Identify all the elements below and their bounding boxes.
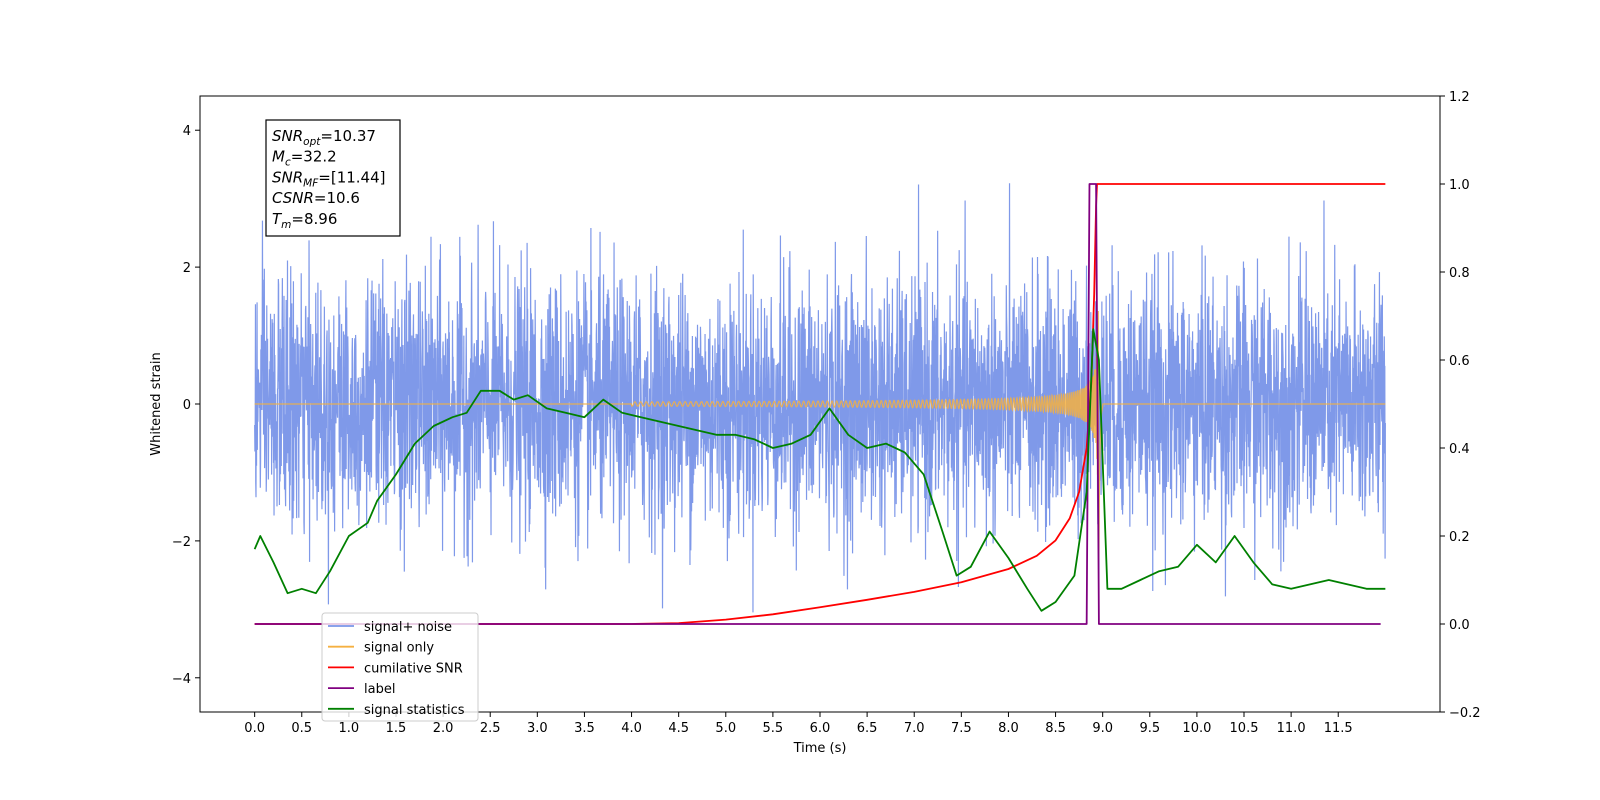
x-tick-label: 3.5 [574,721,595,736]
y-axis-left: −4 −2 0 2 4 [172,124,200,687]
x-tick-label: 8.5 [1045,721,1066,736]
x-tick-label: 11.0 [1277,721,1306,736]
x-tick-label: 9.0 [1092,721,1113,736]
y-tick-label: 4 [183,124,191,139]
annotation-line: CSNR=10.6 [272,189,360,207]
legend-label: signal statistics [364,703,465,718]
x-tick-label: 7.5 [951,721,972,736]
y2-tick-label: 0.0 [1449,618,1470,633]
x-tick-label: 6.5 [857,721,878,736]
annotation-line: SNRopt=10.37 [272,127,376,148]
y2-tick-label: 0.2 [1449,530,1470,545]
x-tick-label: 2.5 [480,721,501,736]
x-tick-label: 2.0 [433,721,454,736]
x-tick-label: 4.5 [668,721,689,736]
x-axis-label: Time (s) [793,741,847,756]
y-tick-label: 2 [183,261,191,276]
x-tick-label: 3.0 [527,721,548,736]
x-tick-label: 8.0 [998,721,1019,736]
series-label-line [254,183,1381,625]
x-tick-label: 10.0 [1182,721,1211,736]
x-tick-label: 5.0 [715,721,736,736]
x-tick-label: 4.0 [621,721,642,736]
series-cumulative-snr-line [254,183,1386,625]
x-tick-label: 6.0 [810,721,831,736]
series-signal-noise-line [254,183,1386,613]
x-axis: 0.0 0.5 1.0 1.5 2.0 2.5 3.0 3.5 4.0 4.5 5.0 5.5 6.0 6… [244,712,1353,736]
annotation-line: Tm=8.96 [272,210,337,231]
y-axis-right: −0.2 0.0 0.2 0.4 0.6 0.8 1.0 1.2 [1440,90,1481,721]
x-tick-label: 5.5 [763,721,784,736]
x-tick-label: 0.0 [244,721,265,736]
legend-label: cumilative SNR [364,661,463,676]
y2-tick-label: 0.4 [1449,442,1470,457]
series-layer [253,183,1386,625]
x-tick-label: 9.5 [1139,721,1160,736]
y2-tick-label: 1.0 [1449,178,1470,193]
annotation-line: Mc=32.2 [272,148,337,169]
annotation-line: SNRMF=[11.44] [272,168,386,189]
legend-label: signal only [364,641,434,656]
y2-tick-label: 0.8 [1449,266,1470,281]
x-tick-label: 1.0 [339,721,360,736]
legend-label: signal+ noise [364,620,452,635]
x-tick-label: 7.0 [904,721,925,736]
x-tick-label: 1.5 [386,721,407,736]
y2-tick-label: 0.6 [1449,354,1470,369]
x-tick-label: 10.5 [1230,721,1259,736]
y2-tick-label: 1.2 [1449,90,1470,105]
y-axis-label: Whitened strain [149,352,164,455]
x-tick-label: 0.5 [291,721,312,736]
legend: signal+ noise signal only cumilative SNR la… [321,612,479,722]
legend-frame [321,612,479,722]
series-signal-only-line [254,310,1386,561]
y-tick-label: −2 [172,535,191,550]
y-tick-label: −4 [172,672,191,687]
x-tick-label: 11.5 [1324,721,1353,736]
y2-tick-label: −0.2 [1449,706,1481,721]
legend-label: label [364,682,395,697]
annotation-frame [265,119,401,237]
y-tick-label: 0 [183,398,191,413]
annotation-box: SNRopt=10.37Mc=32.2SNRMF=[11.44]CSNR=10.… [265,119,401,237]
series-signal-statistics-line [253,328,1386,612]
